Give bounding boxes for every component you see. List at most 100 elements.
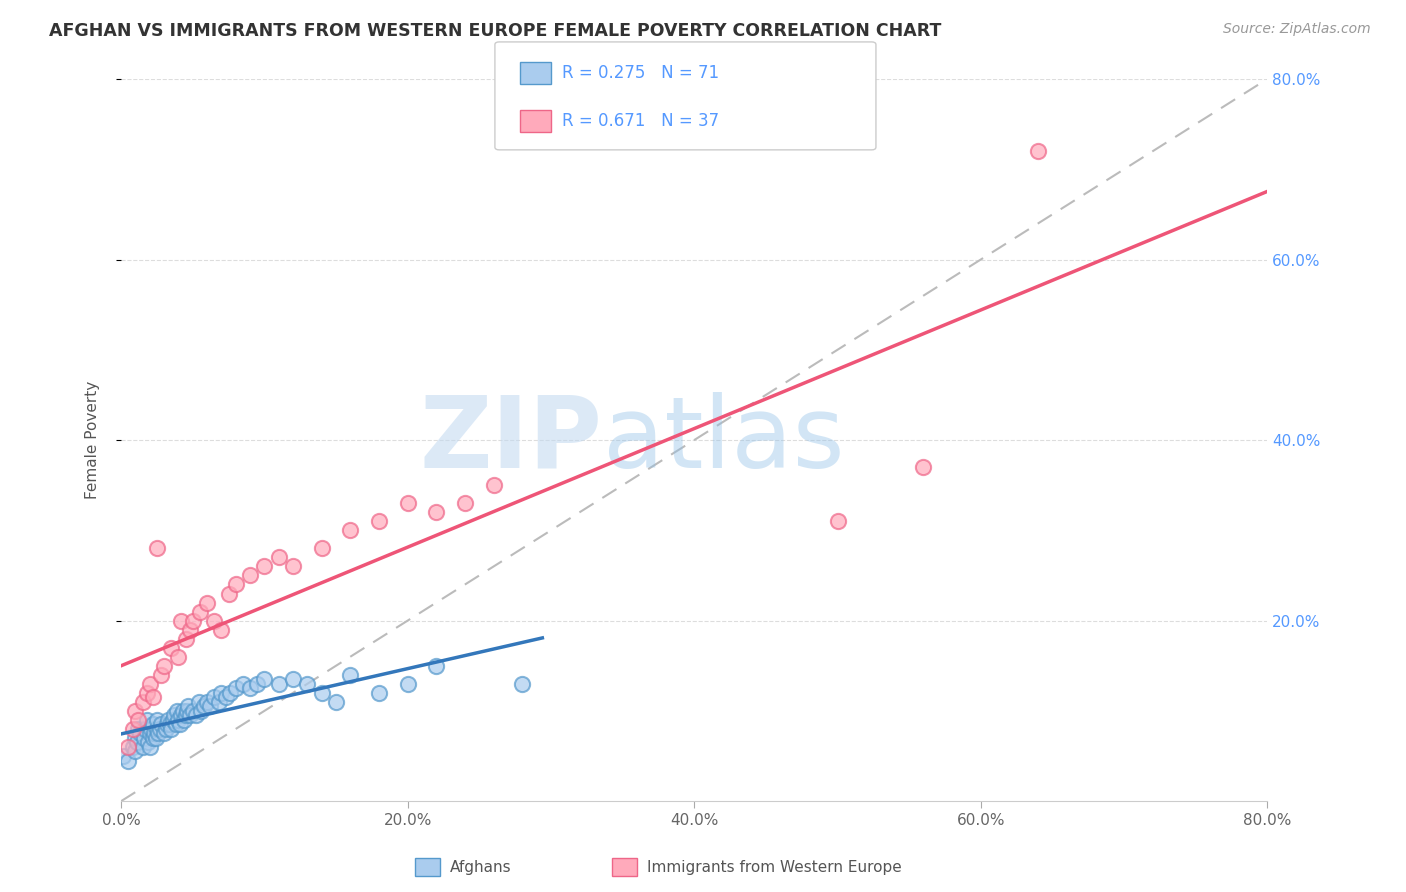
Point	[368, 514, 391, 528]
Point	[253, 673, 276, 687]
Point	[155, 722, 177, 736]
Point	[339, 667, 361, 681]
Point	[827, 514, 849, 528]
Point	[135, 686, 157, 700]
Text: ZIP: ZIP	[419, 392, 603, 489]
Point	[135, 713, 157, 727]
Point	[425, 505, 447, 519]
Point	[297, 677, 319, 691]
Point	[225, 681, 247, 696]
Text: atlas: atlas	[603, 392, 844, 489]
Point	[281, 673, 304, 687]
Point	[170, 614, 193, 628]
Point	[179, 708, 201, 723]
Point	[132, 731, 155, 745]
Point	[184, 708, 207, 723]
Point	[124, 731, 146, 745]
Point	[339, 524, 361, 538]
Point	[163, 708, 186, 723]
Point	[239, 681, 262, 696]
Point	[165, 717, 187, 731]
Point	[127, 713, 149, 727]
Text: Source: ZipAtlas.com: Source: ZipAtlas.com	[1223, 22, 1371, 37]
Point	[912, 460, 935, 475]
Point	[160, 640, 183, 655]
Point	[368, 686, 391, 700]
Point	[124, 744, 146, 758]
Point	[239, 568, 262, 582]
Point	[159, 717, 181, 731]
Point	[209, 623, 232, 637]
Point	[141, 722, 163, 736]
Text: R = 0.671   N = 37: R = 0.671 N = 37	[562, 112, 720, 130]
Point	[174, 708, 197, 723]
Point	[174, 632, 197, 646]
Point	[198, 699, 221, 714]
Point	[425, 658, 447, 673]
Point	[138, 735, 160, 749]
Point	[311, 541, 333, 556]
Point	[173, 713, 195, 727]
Point	[253, 559, 276, 574]
Point	[139, 726, 162, 740]
Point	[177, 699, 200, 714]
Point	[166, 704, 188, 718]
Point	[267, 677, 290, 691]
Point	[281, 559, 304, 574]
Point	[176, 704, 198, 718]
Point	[169, 717, 191, 731]
Point	[218, 586, 240, 600]
Point	[125, 735, 148, 749]
Point	[396, 496, 419, 510]
Point	[179, 623, 201, 637]
Point	[121, 739, 143, 754]
Point	[142, 690, 165, 705]
Point	[128, 726, 150, 740]
Point	[150, 717, 173, 731]
Point	[195, 595, 218, 609]
Point	[202, 690, 225, 705]
Point	[202, 614, 225, 628]
Point	[157, 713, 180, 727]
Point	[187, 695, 209, 709]
Text: Immigrants from Western Europe: Immigrants from Western Europe	[647, 860, 901, 874]
Point	[219, 686, 242, 700]
Point	[117, 754, 139, 768]
Point	[146, 722, 169, 736]
Point	[150, 667, 173, 681]
Point	[225, 577, 247, 591]
Point	[131, 695, 153, 709]
Point	[482, 478, 505, 492]
Point	[232, 677, 254, 691]
Point	[149, 722, 172, 736]
Point	[1026, 145, 1049, 159]
Point	[207, 695, 229, 709]
Point	[193, 699, 215, 714]
Point	[188, 605, 211, 619]
Point	[181, 614, 204, 628]
Point	[325, 695, 347, 709]
Point	[160, 722, 183, 736]
Point	[145, 731, 167, 745]
Point	[167, 649, 190, 664]
Point	[121, 722, 143, 736]
Point	[142, 731, 165, 745]
Point	[117, 739, 139, 754]
Point	[148, 726, 170, 740]
Point	[162, 713, 184, 727]
Point	[215, 690, 238, 705]
Point	[396, 677, 419, 691]
Point	[146, 541, 169, 556]
Point	[146, 713, 169, 727]
Point	[172, 704, 194, 718]
Y-axis label: Female Poverty: Female Poverty	[86, 381, 100, 500]
Point	[139, 739, 162, 754]
Point	[267, 550, 290, 565]
Point	[124, 704, 146, 718]
Point	[142, 717, 165, 731]
Text: Afghans: Afghans	[450, 860, 512, 874]
Point	[139, 677, 162, 691]
Point	[195, 695, 218, 709]
Text: AFGHAN VS IMMIGRANTS FROM WESTERN EUROPE FEMALE POVERTY CORRELATION CHART: AFGHAN VS IMMIGRANTS FROM WESTERN EUROPE…	[49, 22, 942, 40]
Point	[134, 722, 156, 736]
